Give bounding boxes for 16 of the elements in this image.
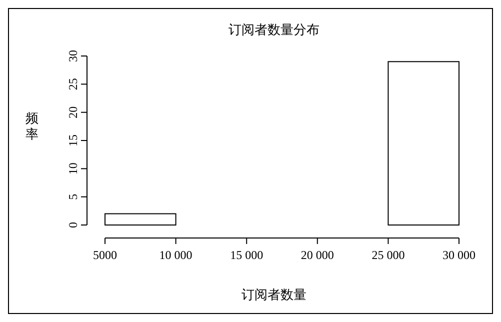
y-axis-title: 频率 xyxy=(26,110,38,142)
y-tick-label: 0 xyxy=(66,222,80,228)
x-tick-label: 5000 xyxy=(93,248,117,262)
x-tick-label: 20 000 xyxy=(300,248,334,262)
x-tick-label: 15 000 xyxy=(230,248,264,262)
y-tick-label: 30 xyxy=(66,50,80,62)
y-tick-label: 25 xyxy=(66,78,80,90)
x-tick-label: 30 000 xyxy=(442,248,476,262)
y-tick-label: 15 xyxy=(66,134,80,146)
y-tick-label: 10 xyxy=(66,162,80,175)
chart-title: 订阅者数量分布 xyxy=(228,22,320,37)
y-tick-label: 5 xyxy=(66,194,80,200)
y-tick-label: 20 xyxy=(66,106,80,118)
x-tick-label: 10 000 xyxy=(159,248,192,262)
x-axis-title: 订阅者数量 xyxy=(242,287,306,302)
x-tick-label: 25 000 xyxy=(372,248,405,262)
